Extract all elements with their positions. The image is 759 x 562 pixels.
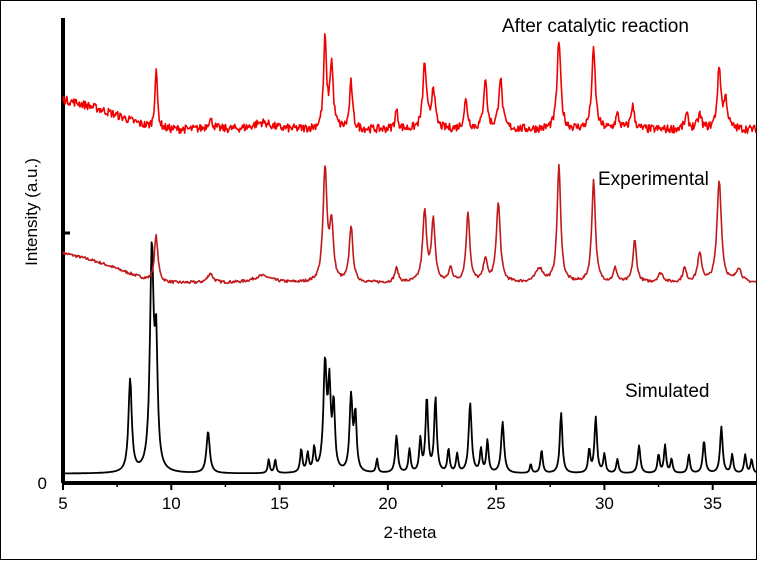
x-ticks: 5 10 15 20 25 30 35 [58,483,722,513]
series-line-after-catalytic-reaction [62,32,757,134]
x-tick-label: 25 [487,494,506,513]
series-line-experimental [62,163,757,285]
series-label: Simulated [625,381,710,402]
y-axis-label: Intensity (a.u.) [22,158,41,266]
x-tick-label: 30 [595,494,614,513]
series-line-simulated [62,241,757,475]
series-lines [62,32,757,475]
x-tick-label: 10 [162,494,181,513]
x-tick-label: 35 [703,494,722,513]
y-ticks: 0 [38,474,47,493]
x-tick-label: 15 [270,494,289,513]
series-label: Experimental [598,169,709,190]
x-tick-label: 5 [58,494,67,513]
x-axis-label: 2-theta [384,523,437,542]
series-labels: Simulated Experimental After catalytic rea… [502,16,710,402]
series-label: After catalytic reaction [502,16,689,37]
plot-area: 5 10 15 20 25 30 35 0 Simulated Experimental Aft… [38,16,757,513]
x-tick-label: 20 [378,494,397,513]
y-tick-label: 0 [38,474,47,493]
